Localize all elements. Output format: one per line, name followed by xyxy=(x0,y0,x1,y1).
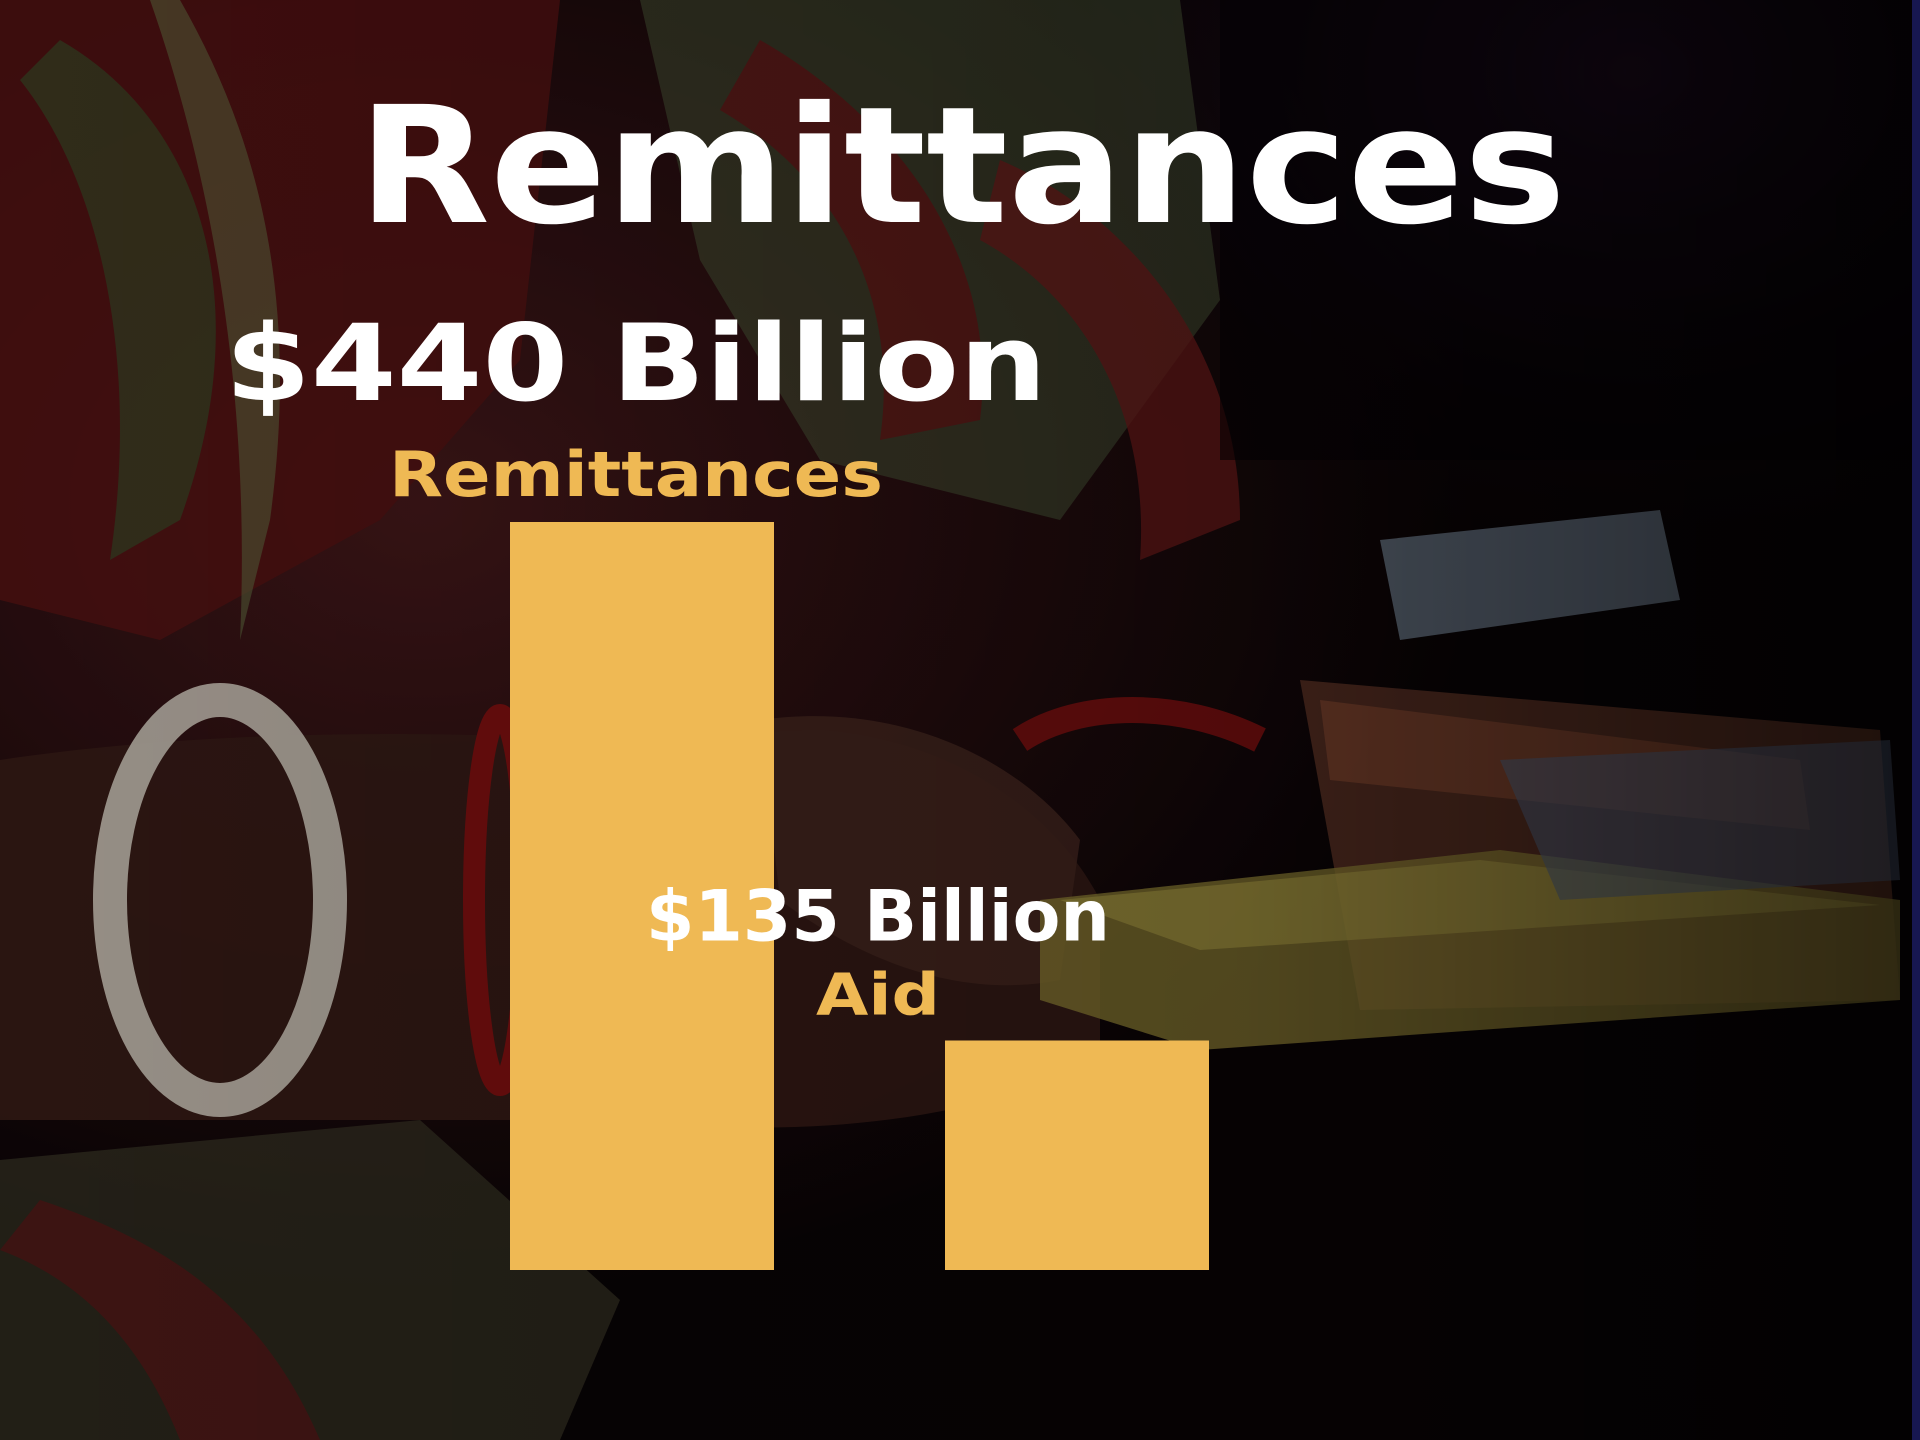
bar-remittances xyxy=(510,522,774,1270)
chart-marks: Remittances $440 Billion Aid$135 Billion xyxy=(225,302,1209,1270)
value-label-aid: $135 Billion xyxy=(646,876,1110,958)
chart-title: Remittances xyxy=(358,73,1566,261)
value-label-remittances: $440 Billion xyxy=(225,302,1047,425)
category-label-remittances: Remittances xyxy=(389,438,883,511)
category-label-aid: Aid xyxy=(816,961,940,1029)
bar-aid xyxy=(945,1040,1209,1270)
